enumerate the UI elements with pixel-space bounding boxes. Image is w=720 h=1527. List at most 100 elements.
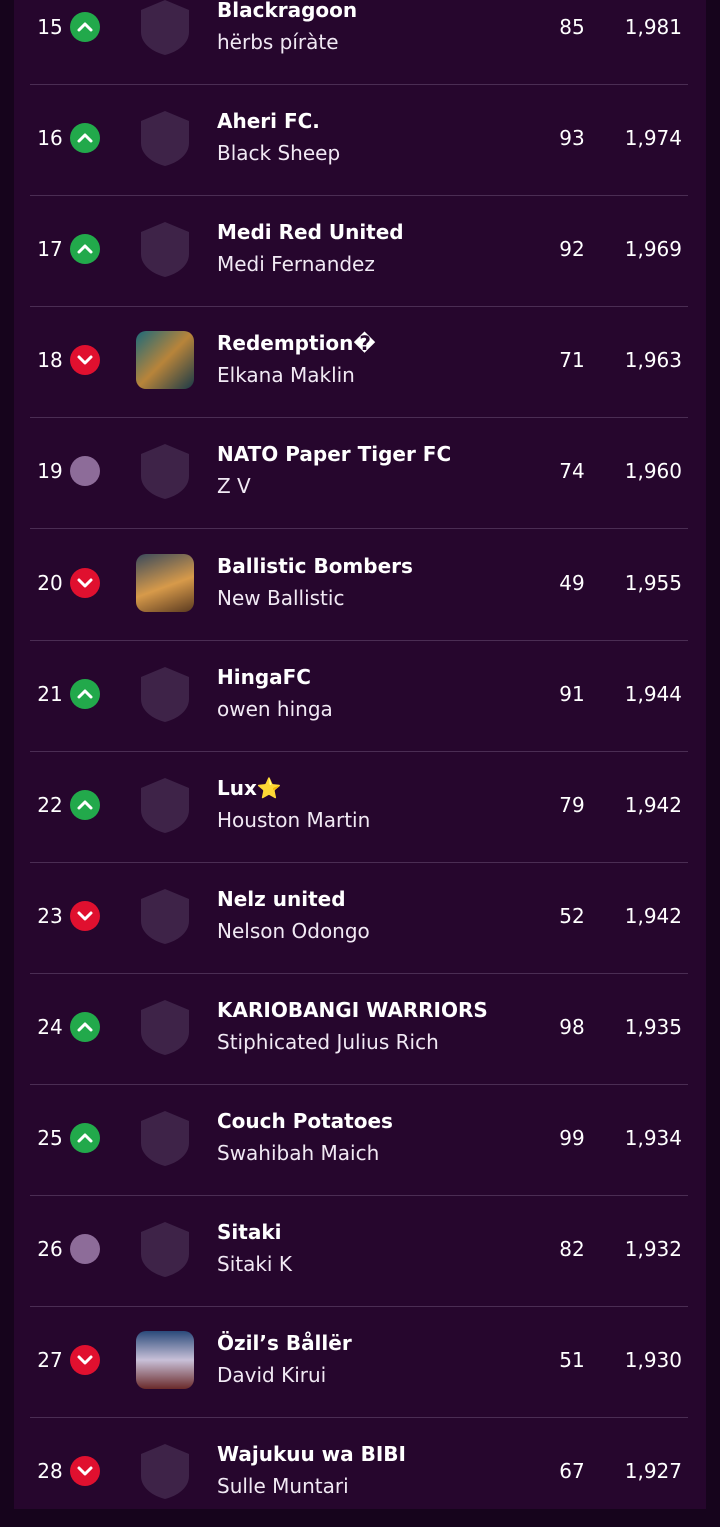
team-name: NATO Paper Tiger FC	[217, 442, 452, 467]
manager-name: New Ballistic	[217, 585, 345, 610]
team-name: Aheri FC.	[217, 109, 320, 134]
row-divider	[30, 1195, 688, 1196]
team-badge	[136, 331, 194, 390]
total-points: 1,935	[624, 1014, 682, 1039]
movement-icon	[70, 1345, 100, 1376]
rank: 27	[37, 1348, 63, 1373]
rank: 28	[37, 1459, 63, 1484]
total-points: 1,955	[624, 570, 682, 595]
total-points: 1,969	[624, 237, 682, 262]
team-name: Blackragoon	[217, 0, 358, 22]
team-badge	[136, 1442, 194, 1500]
team-badge	[136, 442, 194, 500]
movement-icon	[70, 567, 100, 598]
rank: 19	[37, 459, 63, 484]
standings-row[interactable]: 15 Blackragoon hërbs píràte 85 1,981	[0, 0, 720, 85]
manager-name: David Kirui	[217, 1363, 327, 1388]
gameweek-points: 71	[559, 348, 585, 373]
row-divider	[30, 1306, 688, 1308]
standings-row[interactable]: 27 Özil’s Bållër David Kirui 51 1,930	[0, 1305, 720, 1419]
total-points: 1,944	[624, 681, 682, 706]
standings-row[interactable]: 24 KARIOBANGI WARRIORS Stiphicated Julius …	[0, 972, 720, 1085]
manager-name: hërbs píràte	[217, 30, 339, 54]
row-divider	[30, 417, 688, 419]
manager-name: Medi Fernandez	[217, 252, 375, 277]
team-badge	[136, 109, 194, 167]
team-badge	[136, 665, 194, 723]
total-points: 1,932	[624, 1237, 682, 1262]
standings-row[interactable]: 26 Sitaki Sitaki K 82 1,932	[0, 1194, 720, 1308]
manager-name: Sulle Muntari	[217, 1474, 349, 1499]
total-points: 1,934	[624, 1126, 682, 1150]
manager-name: Z V	[217, 474, 251, 499]
gameweek-points: 79	[559, 792, 585, 817]
gameweek-points: 52	[559, 903, 585, 928]
movement-icon	[70, 678, 100, 709]
total-points: 1,942	[624, 792, 682, 817]
standings-row[interactable]: 25 Couch Potatoes Swahibah Maich 99 1,934	[0, 1083, 720, 1196]
rank: 22	[37, 792, 63, 817]
team-badge	[136, 220, 194, 278]
total-points: 1,942	[624, 903, 682, 928]
manager-name: Houston Martin	[217, 807, 371, 832]
row-divider	[30, 306, 688, 308]
team-name: Lux⭐	[217, 775, 282, 800]
row-divider	[30, 195, 688, 197]
manager-name: Stiphicated Julius Rich	[217, 1029, 439, 1054]
total-points: 1,960	[624, 459, 682, 484]
gameweek-points: 98	[559, 1014, 585, 1039]
movement-icon	[70, 789, 100, 820]
movement-icon	[70, 234, 100, 265]
movement-icon	[70, 123, 100, 154]
gameweek-points: 49	[559, 570, 585, 595]
rank: 23	[37, 903, 63, 928]
rank: 16	[37, 126, 63, 151]
standings-panel	[14, 0, 706, 1509]
team-name: Medi Red United	[217, 220, 404, 245]
movement-icon	[70, 1456, 100, 1487]
gameweek-points: 74	[559, 459, 585, 484]
team-badge	[136, 1109, 194, 1167]
gameweek-points: 99	[559, 1126, 585, 1150]
rank: 24	[37, 1014, 63, 1039]
team-badge	[136, 1220, 194, 1278]
rank: 21	[37, 681, 63, 706]
team-name: Sitaki	[217, 1220, 282, 1245]
team-name: HingaFC	[217, 664, 311, 689]
standings-row[interactable]: 28 Wajukuu wa BIBI Sulle Muntari 67 1,927	[0, 1416, 720, 1527]
total-points: 1,930	[624, 1348, 682, 1373]
manager-name: Sitaki K	[217, 1252, 292, 1277]
standings-row[interactable]: 22 Lux⭐ Houston Martin 79 1,942	[0, 750, 720, 863]
row-divider	[30, 639, 688, 641]
gameweek-points: 82	[559, 1237, 585, 1262]
standings-row[interactable]: 20 Ballistic Bombers New Ballistic 49 1,955	[0, 528, 720, 641]
standings-row[interactable]: 19 NATO Paper Tiger FC Z V 74 1,960	[0, 416, 720, 530]
movement-icon	[70, 1234, 100, 1265]
rank: 15	[37, 15, 63, 39]
total-points: 1,981	[624, 15, 682, 39]
rank: 25	[37, 1126, 63, 1150]
movement-icon	[70, 345, 100, 376]
team-name: KARIOBANGI WARRIORS	[217, 997, 488, 1022]
standings-row[interactable]: 18 Redemption� Elkana Maklin 71 1,963	[0, 305, 720, 419]
total-points: 1,927	[624, 1459, 682, 1484]
standings-row[interactable]: 16 Aheri FC. Black Sheep 93 1,974	[0, 83, 720, 197]
row-divider	[30, 1417, 688, 1419]
row-divider	[30, 84, 688, 85]
row-divider	[30, 528, 688, 530]
gameweek-points: 85	[559, 15, 585, 39]
standings-row[interactable]: 23 Nelz united Nelson Odongo 52 1,942	[0, 861, 720, 974]
rank: 17	[37, 237, 63, 262]
gameweek-points: 93	[559, 126, 585, 151]
team-name: Nelz united	[217, 886, 346, 911]
rank: 20	[37, 570, 63, 595]
gameweek-points: 67	[559, 1459, 585, 1484]
manager-name: Black Sheep	[217, 141, 341, 166]
team-badge	[136, 776, 194, 834]
standings-row[interactable]: 17 Medi Red United Medi Fernandez 92 1,969	[0, 194, 720, 308]
rank: 18	[37, 348, 63, 373]
team-badge	[136, 1331, 194, 1390]
standings-row[interactable]: 21 HingaFC owen hinga 91 1,944	[0, 639, 720, 752]
team-name: Wajukuu wa BIBI	[217, 1442, 406, 1467]
